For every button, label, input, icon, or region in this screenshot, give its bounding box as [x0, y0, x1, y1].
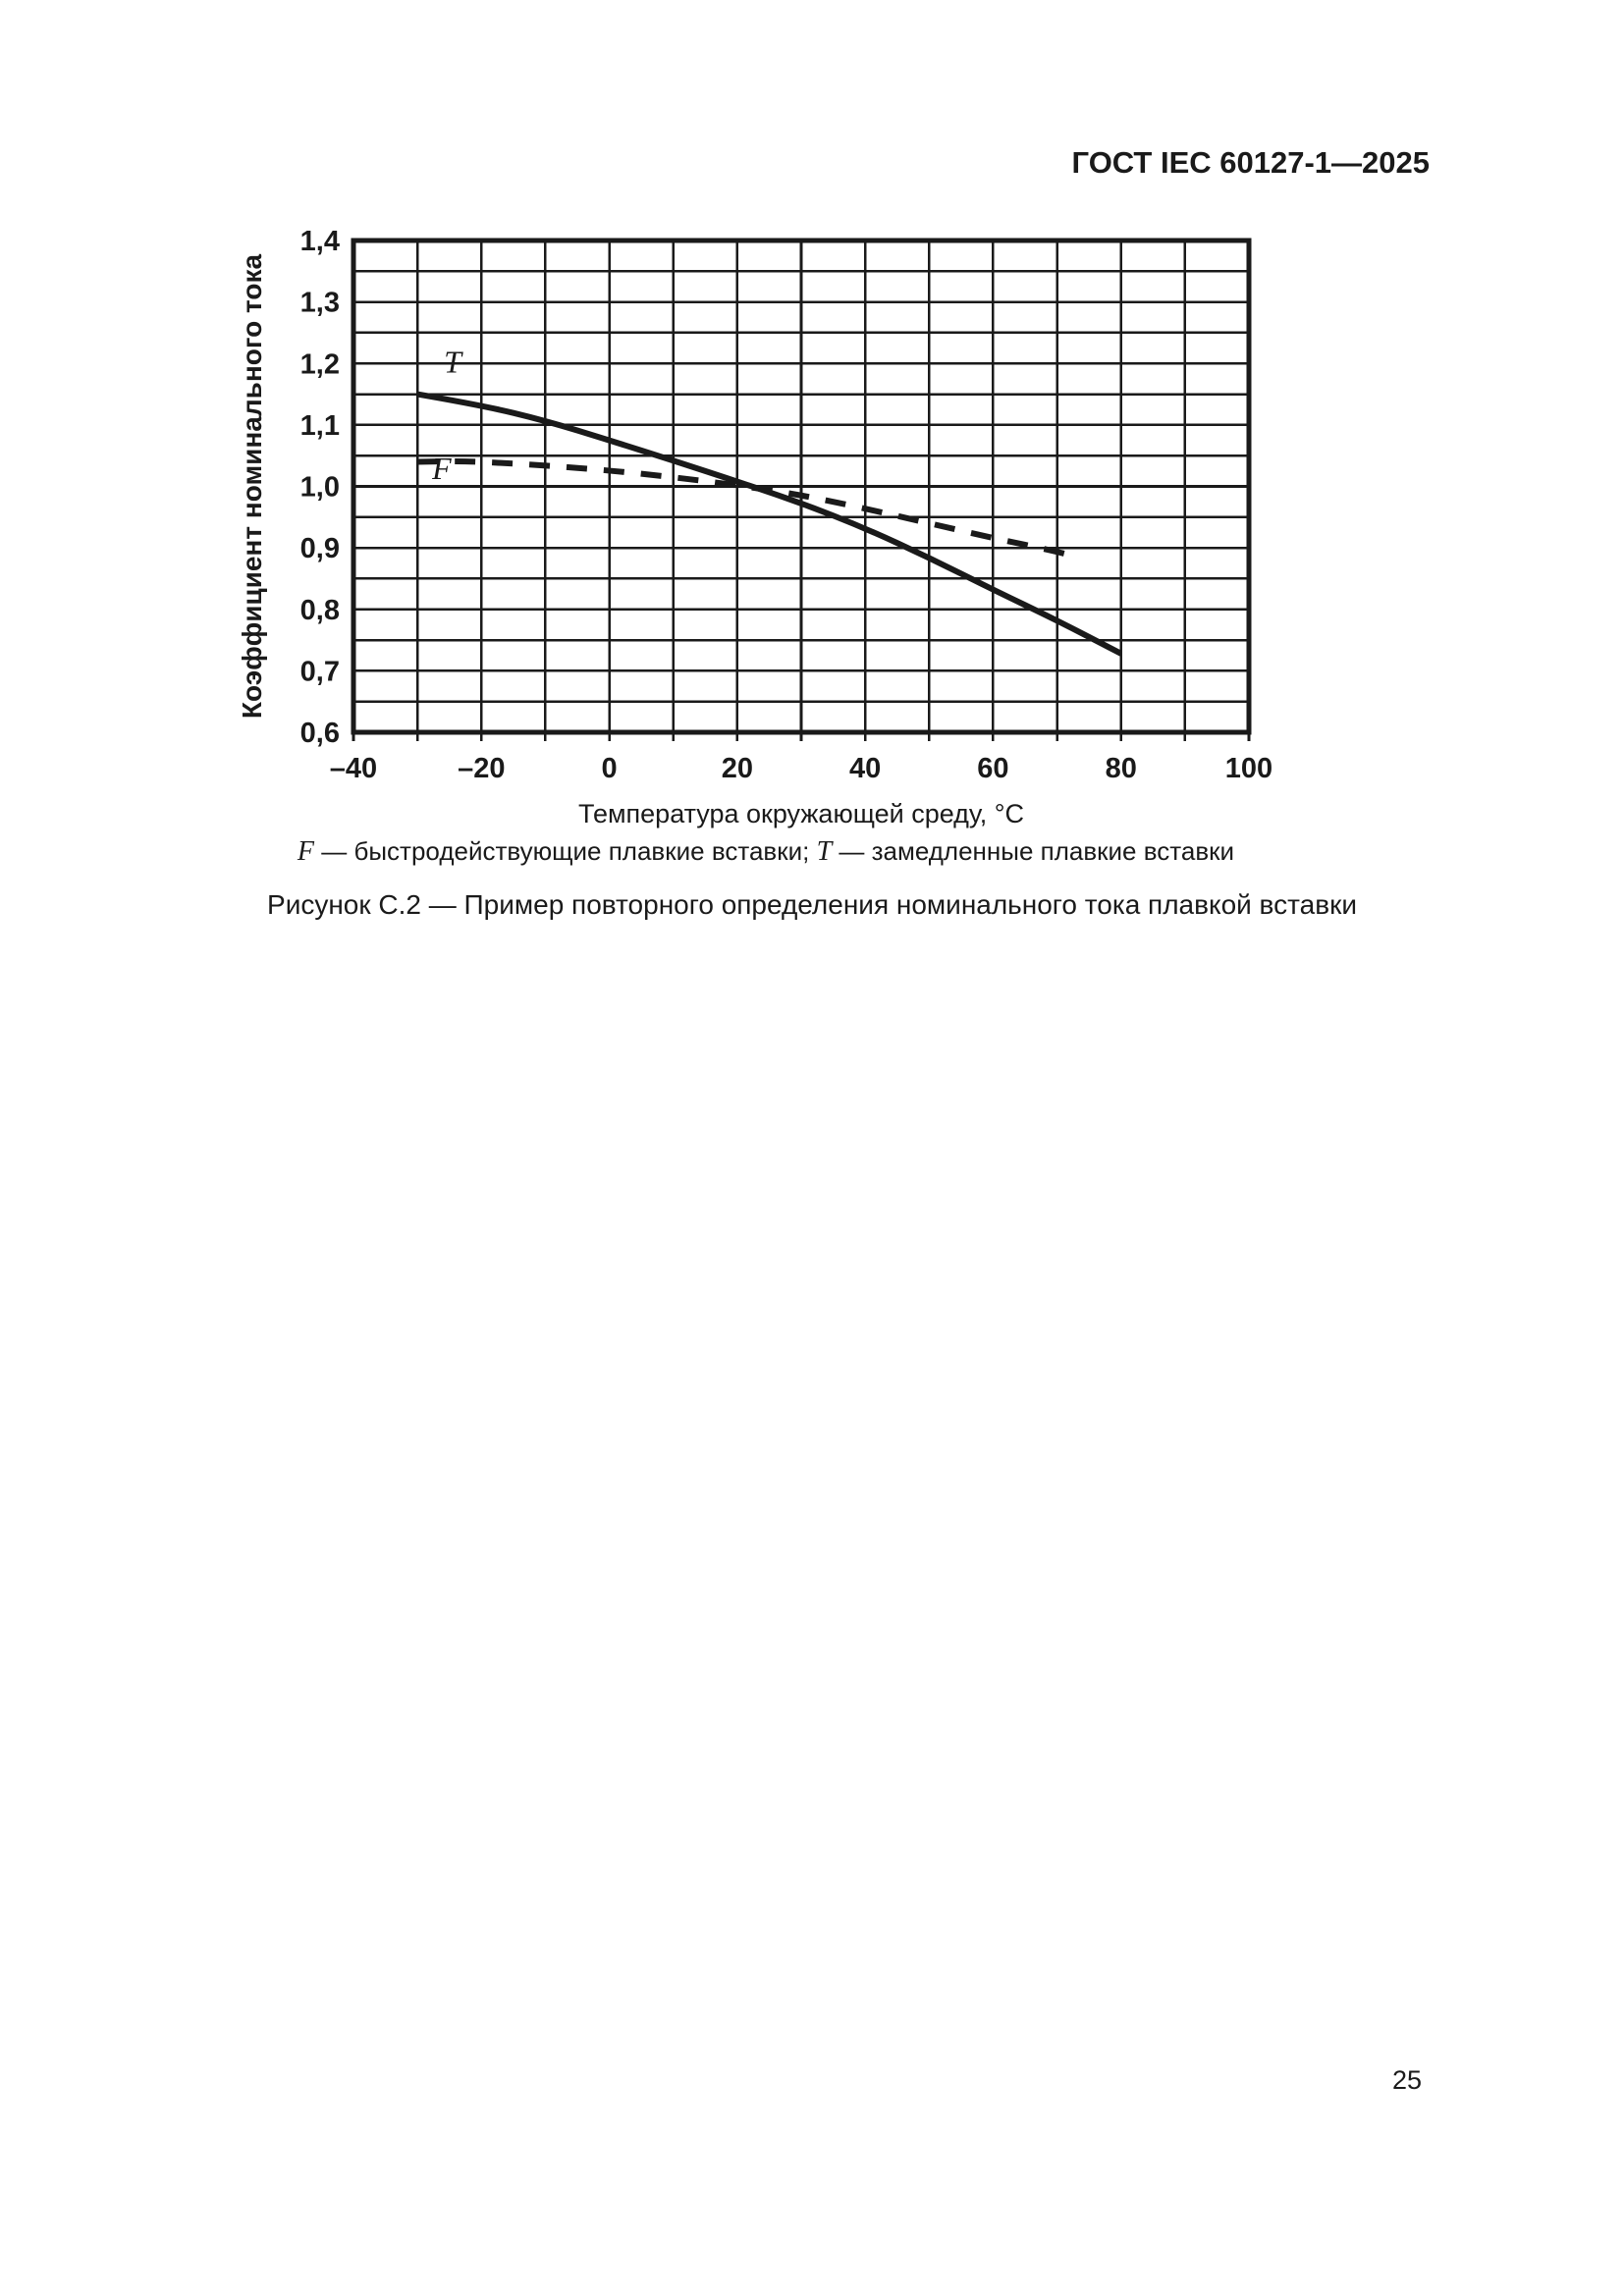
legend-f-symbol: F [297, 836, 315, 867]
document-title: ГОСТ IEC 60127-1—2025 [1071, 145, 1430, 180]
figure-caption: Рисунок С.2 — Пример повторного определе… [267, 889, 1357, 920]
series-T-curve [416, 391, 1123, 657]
y-tick-label: 1,1 [300, 410, 340, 442]
y-tick-label: 1,4 [300, 226, 340, 257]
y-tick-label: 1,3 [300, 288, 340, 319]
series-T-label: T [444, 345, 463, 380]
x-tick-label: 40 [849, 753, 881, 784]
series-F-label: F [431, 451, 452, 486]
x-tick-label: 80 [1106, 753, 1137, 784]
x-tick-label: 0 [601, 753, 617, 784]
page-number: 25 [1391, 2065, 1422, 2095]
y-axis-title: Коэффициент номинального тока [237, 253, 267, 719]
legend-f-text: — быстродействующие плавкие вставки; [314, 836, 817, 866]
x-tick-label: 60 [977, 753, 1008, 784]
y-tick-label: 0,8 [300, 595, 340, 626]
y-tick-label: 0,7 [300, 656, 340, 687]
y-tick-label: 1,0 [300, 472, 340, 504]
x-tick-label: –20 [458, 753, 505, 784]
x-tick-label: 100 [1225, 753, 1272, 784]
y-tick-label: 0,6 [300, 718, 340, 749]
y-tick-label: 0,9 [300, 533, 340, 564]
figure-legend: F — быстродействующие плавкие вставки; T… [196, 836, 1335, 868]
figure-c2-chart: T F –40 –20 0 20 40 60 80 100 1,4 1,3 1,2 1,1 1,0 0,9 0,… [237, 226, 1272, 828]
y-tick-label: 1,2 [300, 348, 340, 380]
x-tick-label: 20 [722, 753, 753, 784]
x-axis-title: Температура окружающей среду, °С [578, 799, 1024, 828]
legend-t-text: — замедленные плавкие вставки [832, 836, 1235, 866]
series-F-curve [417, 458, 1081, 561]
plot-border [351, 238, 1252, 735]
x-tick-label: –40 [330, 753, 377, 784]
legend-t-symbol: T [816, 836, 833, 867]
